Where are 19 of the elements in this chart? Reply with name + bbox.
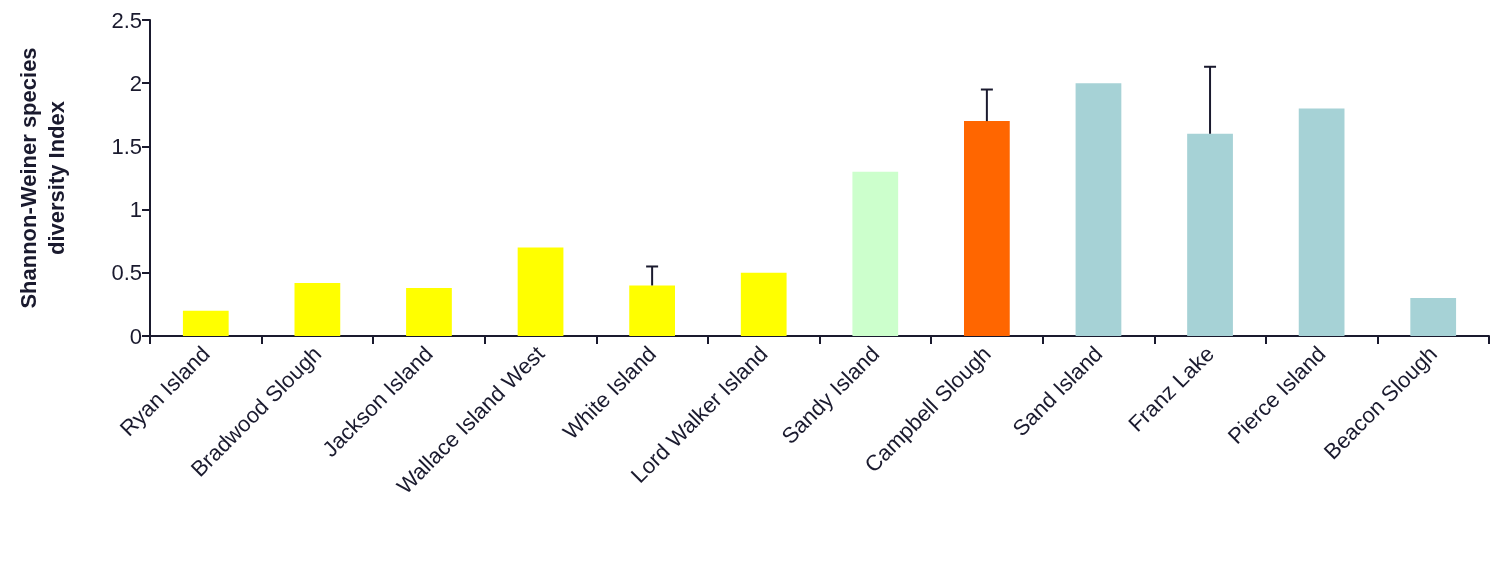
y-axis-title: Shannon-Weiner species diversity Index [15, 47, 69, 309]
bar [406, 287, 452, 336]
y-tick-label: 0 [129, 323, 142, 349]
bar [1410, 298, 1457, 336]
bar [629, 285, 675, 336]
bar [1187, 133, 1233, 336]
y-tick-label: 1.5 [111, 133, 142, 159]
y-tick-label: 1 [129, 197, 142, 223]
bar [1298, 108, 1345, 336]
y-tick-label: 2 [129, 70, 142, 96]
bar [852, 171, 899, 336]
bar [1075, 83, 1122, 336]
bar [964, 121, 1010, 336]
y-tick-label: 0.5 [111, 260, 142, 286]
y-tick-label: 2.5 [111, 7, 142, 33]
bar [182, 310, 229, 336]
bar [740, 272, 787, 336]
bar [294, 282, 341, 336]
bar [517, 247, 564, 336]
